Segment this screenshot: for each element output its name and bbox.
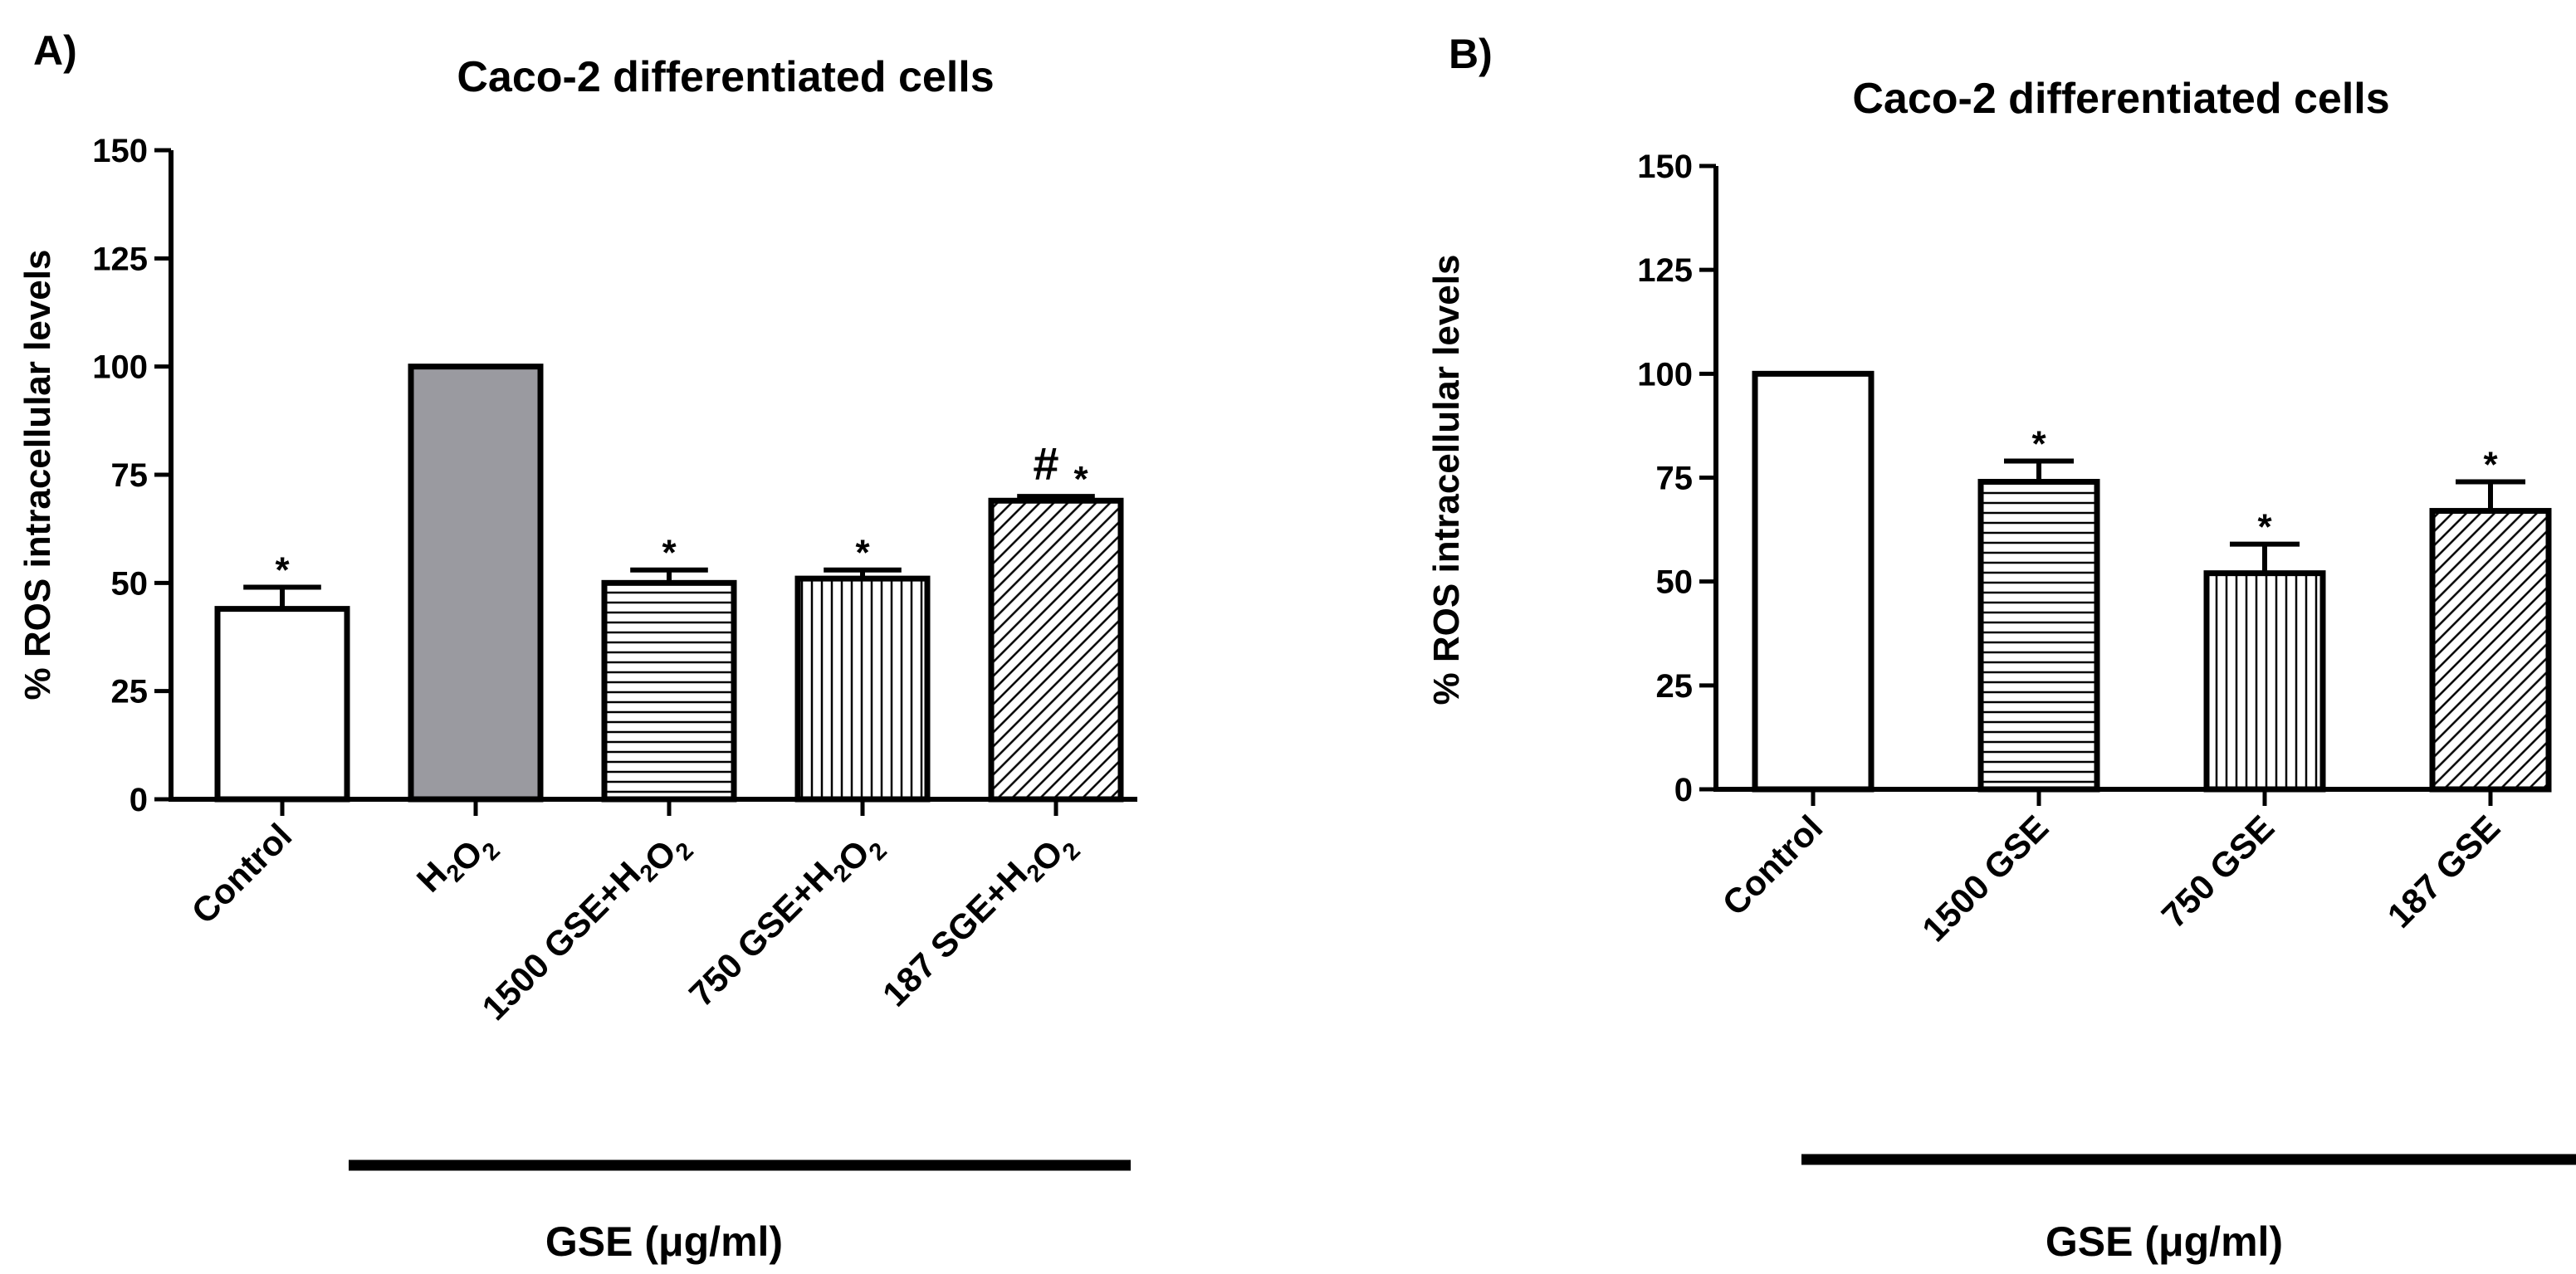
y-tick-label: 25 (1656, 668, 1694, 705)
y-axis-label: % ROS intracellular levels (17, 250, 58, 700)
category-label-group: 1500 GSE+H2O2 (474, 816, 699, 1041)
bar (988, 497, 1124, 803)
significance-star: * (2257, 507, 2272, 548)
chart-panel-a: A) Caco-2 differentiated cells % ROS intra… (17, 27, 1137, 1265)
bar (601, 579, 737, 803)
category-label: 187 GSE (2380, 808, 2508, 935)
bar (1977, 479, 2100, 793)
category-label-group: 750 GSE (2154, 808, 2282, 935)
y-axis-label-group: % ROS intracellular levels (17, 250, 58, 700)
y-tick-label: 75 (111, 457, 149, 494)
gse-bracket-label: GSE (μg/ml) (545, 1218, 783, 1265)
category-label: 750 GSE+H2O2 (682, 816, 892, 1027)
bar (214, 606, 350, 803)
panel-label: A) (33, 27, 77, 74)
category-label: H2O2 (409, 816, 506, 912)
y-tick-label: 125 (1637, 252, 1693, 289)
significance-star: * (1073, 459, 1088, 500)
y-axis-label-group: % ROS intracellular levels (1426, 255, 1467, 705)
y-tick-label: 150 (92, 133, 148, 169)
category-label-group: 750 GSE+H2O2 (682, 816, 892, 1027)
y-tick-label: 25 (111, 674, 149, 710)
category-label: 1500 GSE (1914, 808, 2055, 949)
bar (2429, 508, 2552, 793)
y-tick-label: 100 (92, 349, 148, 386)
gse-bracket-label: GSE (μg/ml) (2046, 1218, 2283, 1265)
significance-star: * (662, 533, 677, 574)
category-label-group: 187 SGE+H2O2 (875, 816, 1086, 1027)
bar (2203, 570, 2326, 793)
y-tick-label: 125 (92, 241, 148, 277)
chart-title: Caco-2 differentiated cells (457, 53, 994, 101)
category-label-group: 187 GSE (2380, 808, 2508, 935)
significance-star: * (855, 533, 870, 574)
category-label: 187 SGE+H2O2 (875, 816, 1086, 1027)
bar (1752, 370, 1875, 793)
bar (408, 364, 544, 803)
category-label-group: 1500 GSE (1914, 808, 2055, 949)
category-label-group: Control (184, 816, 300, 931)
y-tick-label: 50 (111, 565, 149, 602)
panel-label: B) (1449, 31, 1493, 77)
chart-panel-b: B) Caco-2 differentiated cells % ROS intra… (1426, 31, 2576, 1265)
category-label: Control (184, 816, 300, 931)
category-label: 750 GSE (2154, 808, 2282, 935)
y-tick-label: 75 (1656, 461, 1694, 497)
category-label-group: Control (1715, 808, 1831, 923)
chart-title: Caco-2 differentiated cells (1852, 75, 2389, 123)
category-label: 1500 GSE+H2O2 (474, 816, 699, 1041)
category-label-group: H2O2 (409, 816, 506, 912)
y-tick-label: 100 (1637, 356, 1693, 393)
y-axis-label: % ROS intracellular levels (1426, 255, 1467, 705)
y-tick-label: 50 (1656, 564, 1694, 601)
y-tick-label: 150 (1637, 149, 1693, 185)
y-tick-label: 0 (1674, 772, 1693, 808)
bar (794, 575, 931, 803)
significance-hash: # (1033, 437, 1058, 490)
significance-star: * (2483, 445, 2498, 486)
y-tick-label: 0 (130, 782, 148, 818)
significance-star: * (275, 550, 290, 591)
significance-star: * (2031, 423, 2046, 464)
category-label: Control (1715, 808, 1831, 923)
